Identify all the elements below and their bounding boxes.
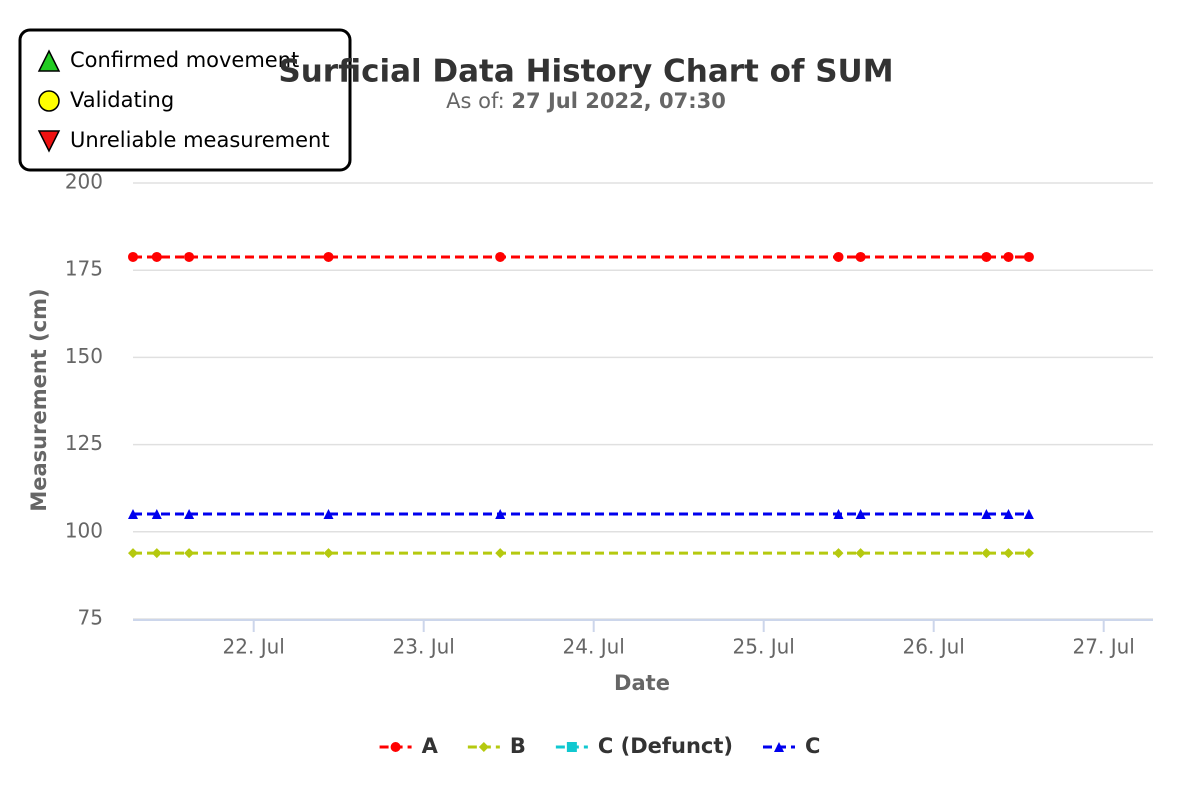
y-tick-label: 125 xyxy=(65,431,103,455)
x-tick-label: 27. Jul xyxy=(1073,635,1135,659)
marker xyxy=(855,509,866,520)
y-tick-label: 100 xyxy=(65,518,103,542)
marker xyxy=(495,509,506,520)
marker xyxy=(184,509,195,520)
marker xyxy=(184,251,195,262)
marker xyxy=(981,509,992,520)
legend-label: C (Defunct) xyxy=(598,734,733,758)
legend-label: B xyxy=(510,734,526,758)
marker xyxy=(833,509,844,520)
y-tick-label: 200 xyxy=(65,170,103,194)
marker xyxy=(773,742,784,752)
marker xyxy=(833,251,844,262)
y-axis-title: Measurement (cm) xyxy=(27,288,51,511)
status-legend-label: Confirmed movement xyxy=(70,48,299,72)
legend-item: C xyxy=(762,734,820,758)
marker xyxy=(184,548,195,559)
y-tick-label: 75 xyxy=(78,606,103,630)
x-tick-label: 26. Jul xyxy=(903,635,965,659)
marker xyxy=(981,548,992,559)
marker xyxy=(151,509,162,520)
marker xyxy=(855,251,866,262)
marker xyxy=(1023,548,1034,559)
marker xyxy=(833,548,844,559)
x-axis-title: Date xyxy=(614,671,670,695)
chart-title: Surficial Data History Chart of SUM xyxy=(278,54,893,90)
marker xyxy=(128,251,138,262)
marker xyxy=(37,49,61,72)
marker xyxy=(323,509,334,520)
marker xyxy=(1003,251,1014,262)
y-tick-label: 150 xyxy=(65,344,103,368)
marker xyxy=(37,130,61,153)
marker xyxy=(128,548,138,559)
marker xyxy=(1003,509,1014,520)
legend-item: C (Defunct) xyxy=(555,734,733,758)
x-tick-label: 22. Jul xyxy=(223,635,285,659)
marker xyxy=(151,251,162,262)
marker xyxy=(478,742,489,752)
legend-label: C xyxy=(805,734,820,758)
chart-subtitle: As of: 27 Jul 2022, 07:30 xyxy=(446,89,726,113)
marker xyxy=(981,251,992,262)
x-tick-label: 24. Jul xyxy=(563,635,625,659)
legend-item: A xyxy=(379,734,439,758)
marker xyxy=(1003,548,1014,559)
marker xyxy=(323,251,334,262)
marker xyxy=(855,548,866,559)
marker xyxy=(38,90,60,112)
status-legend-label: Unreliable measurement xyxy=(70,128,330,152)
y-tick-label: 175 xyxy=(65,257,103,281)
marker xyxy=(1023,509,1034,520)
marker xyxy=(1023,251,1034,262)
status-legend-box xyxy=(18,28,352,172)
marker xyxy=(151,548,162,559)
subtitle-label: As of: xyxy=(446,89,505,113)
subtitle-value: 27 Jul 2022, 07:30 xyxy=(511,89,725,113)
status-legend-label: Validating xyxy=(70,88,174,112)
marker xyxy=(495,548,506,559)
marker xyxy=(390,742,401,752)
marker xyxy=(128,509,138,520)
legend-item: B xyxy=(467,734,526,758)
x-tick-label: 23. Jul xyxy=(393,635,455,659)
legend-label: A xyxy=(422,734,439,758)
marker xyxy=(495,251,506,262)
x-tick-label: 25. Jul xyxy=(733,635,795,659)
marker xyxy=(323,548,334,559)
marker xyxy=(566,742,577,752)
